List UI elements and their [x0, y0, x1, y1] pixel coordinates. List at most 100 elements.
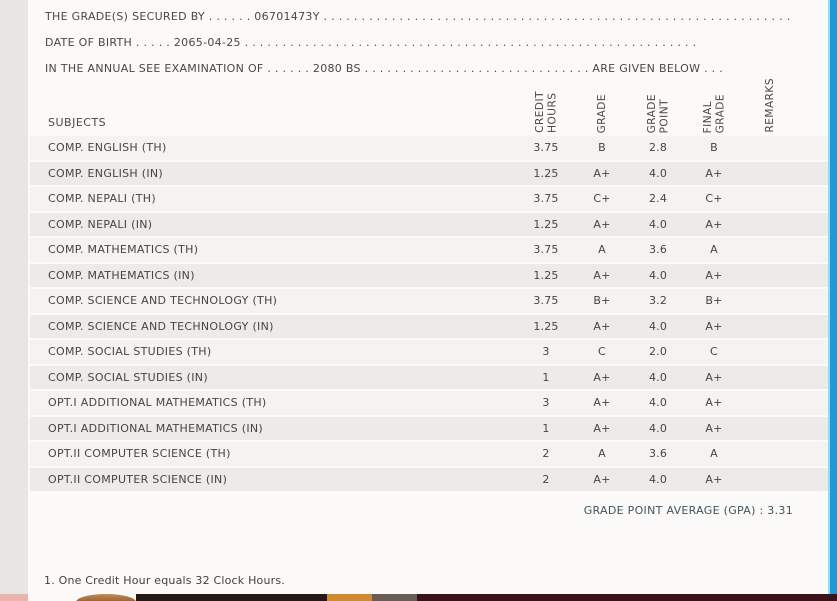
subject-cell: COMP. SCIENCE AND TECHNOLOGY (IN) [48, 319, 274, 333]
credit-hours-cell: 3 [542, 396, 550, 410]
table-row: COMP. NEPALI (IN) 1.25 A+ 4.0 A+ [30, 212, 830, 238]
subject-cell: COMP. SCIENCE AND TECHNOLOGY (TH) [48, 294, 278, 308]
column-header-remarks: REMARKS [742, 78, 798, 136]
table-row: COMP. SCIENCE AND TECHNOLOGY (IN) 1.25 A… [30, 314, 830, 340]
footnote: 1. One Credit Hour equals 32 Clock Hours… [44, 574, 285, 587]
grade-cell: A+ [593, 319, 611, 333]
final-grade-cell: A+ [705, 217, 723, 231]
bottom-strip-maroon-segment [417, 594, 837, 601]
bottom-strip-gray-segment [372, 594, 417, 601]
final-grade-cell: A+ [705, 166, 723, 180]
subject-cell: COMP. NEPALI (TH) [48, 192, 156, 206]
grade-cell: B+ [593, 294, 611, 308]
column-header-grade-label: GRADE [595, 93, 608, 133]
table-row: COMP. ENGLISH (TH) 3.75 B 2.8 B [30, 136, 830, 162]
table-row: OPT.II COMPUTER SCIENCE (TH) 2 A 3.6 A [30, 442, 830, 468]
credit-hours-cell: 1.25 [533, 166, 559, 180]
date-of-birth-line: DATE OF BIRTH . . . . . 2065-04-25 . . .… [45, 36, 700, 49]
grade-point-cell: 4.0 [648, 217, 668, 231]
credit-hours-cell: 3.75 [533, 243, 559, 257]
table-row: COMP. NEPALI (TH) 3.75 C+ 2.4 C+ [30, 187, 830, 213]
subject-cell: COMP. MATHEMATICS (IN) [48, 268, 195, 282]
grade-cell: A+ [593, 472, 611, 486]
grade-cell: C [598, 345, 606, 359]
final-grade-cell: A+ [705, 421, 723, 435]
subject-cell: COMP. SOCIAL STUDIES (TH) [48, 345, 212, 359]
column-header-final-grade: FINAL GRADE [686, 88, 742, 136]
table-row: OPT.II COMPUTER SCIENCE (IN) 2 A+ 4.0 A+ [30, 467, 830, 493]
subject-cell: COMP. ENGLISH (IN) [48, 166, 164, 180]
credit-hours-cell: 1.25 [533, 319, 559, 333]
grade-cell: A+ [593, 396, 611, 410]
column-header-final-grade-label: FINAL GRADE [701, 93, 727, 133]
table-row: COMP. MATHEMATICS (IN) 1.25 A+ 4.0 A+ [30, 263, 830, 289]
credit-hours-cell: 2 [542, 447, 550, 461]
column-header-credit-hours-label: CREDIT HOURS [533, 91, 559, 133]
grade-cell: B [598, 141, 606, 155]
final-grade-cell: A+ [705, 370, 723, 384]
grade-cell: C+ [593, 192, 611, 206]
final-grade-cell: A+ [705, 319, 723, 333]
header-filler [798, 88, 830, 136]
grade-point-cell: 4.0 [648, 396, 668, 410]
column-header-grade: GRADE [574, 88, 630, 136]
subject-cell: OPT.II COMPUTER SCIENCE (IN) [48, 472, 228, 486]
grade-point-cell: 4.0 [648, 421, 668, 435]
grade-point-cell: 3.6 [648, 243, 668, 257]
grade-point-cell: 2.4 [648, 192, 668, 206]
credit-hours-cell: 3.75 [533, 141, 559, 155]
credit-hours-cell: 3.75 [533, 294, 559, 308]
final-grade-cell: A+ [705, 472, 723, 486]
grade-point-cell: 4.0 [648, 268, 668, 282]
table-row: COMP. MATHEMATICS (TH) 3.75 A 3.6 A [30, 238, 830, 264]
table-body: COMP. ENGLISH (TH) 3.75 B 2.8 B COMP. EN… [30, 136, 830, 493]
table-row: COMP. SCIENCE AND TECHNOLOGY (TH) 3.75 B… [30, 289, 830, 315]
subject-cell: COMP. ENGLISH (TH) [48, 141, 167, 155]
table-row: COMP. ENGLISH (IN) 1.25 A+ 4.0 A+ [30, 161, 830, 187]
grade-cell: A+ [593, 166, 611, 180]
bottom-strip-logo-arc [76, 594, 136, 601]
header-lines: THE GRADE(S) SECURED BY . . . . . . 0670… [30, 0, 830, 76]
final-grade-cell: A [710, 243, 718, 257]
grade-cell: A+ [593, 268, 611, 282]
credit-hours-cell: 3 [542, 345, 550, 359]
right-edge-blue-bar [828, 0, 837, 601]
bottom-strip-orange-segment [327, 594, 372, 601]
grade-point-cell: 4.0 [648, 370, 668, 384]
subject-cell: OPT.I ADDITIONAL MATHEMATICS (TH) [48, 396, 267, 410]
column-header-subjects: SUBJECTS [48, 116, 107, 129]
table-row: COMP. SOCIAL STUDIES (IN) 1 A+ 4.0 A+ [30, 365, 830, 391]
final-grade-cell: A+ [705, 268, 723, 282]
column-header-credit-hours: CREDIT HOURS [518, 88, 574, 136]
grade-point-cell: 3.2 [648, 294, 668, 308]
grade-cell: A+ [593, 370, 611, 384]
credit-hours-cell: 1 [542, 370, 550, 384]
bottom-strip [0, 594, 837, 601]
credit-hours-cell: 2 [542, 472, 550, 486]
column-header-grade-point-label: GRADE POINT [645, 93, 671, 133]
credit-hours-cell: 3.75 [533, 192, 559, 206]
final-grade-cell: C [710, 345, 718, 359]
subject-cell: COMP. SOCIAL STUDIES (IN) [48, 370, 208, 384]
grade-cell: A [598, 243, 606, 257]
grades-secured-line: THE GRADE(S) SECURED BY . . . . . . 0670… [45, 10, 795, 23]
subject-cell: COMP. MATHEMATICS (TH) [48, 243, 199, 257]
grade-cell: A+ [593, 217, 611, 231]
bottom-strip-pink-segment [0, 594, 28, 601]
final-grade-cell: B+ [705, 294, 723, 308]
table-row: OPT.I ADDITIONAL MATHEMATICS (TH) 3 A+ 4… [30, 391, 830, 417]
subject-cell: OPT.I ADDITIONAL MATHEMATICS (IN) [48, 421, 263, 435]
credit-hours-cell: 1.25 [533, 268, 559, 282]
document-content: THE GRADE(S) SECURED BY . . . . . . 0670… [30, 0, 830, 517]
final-grade-cell: C+ [705, 192, 723, 206]
grade-cell: A [598, 447, 606, 461]
bottom-strip-dark-segment [136, 594, 327, 601]
gpa-line: GRADE POINT AVERAGE (GPA) : 3.31 [583, 504, 793, 517]
credit-hours-cell: 1 [542, 421, 550, 435]
final-grade-cell: A+ [705, 396, 723, 410]
grade-point-cell: 4.0 [648, 166, 668, 180]
table-row: COMP. SOCIAL STUDIES (TH) 3 C 2.0 C [30, 340, 830, 366]
table-row: OPT.I ADDITIONAL MATHEMATICS (IN) 1 A+ 4… [30, 416, 830, 442]
credit-hours-cell: 1.25 [533, 217, 559, 231]
